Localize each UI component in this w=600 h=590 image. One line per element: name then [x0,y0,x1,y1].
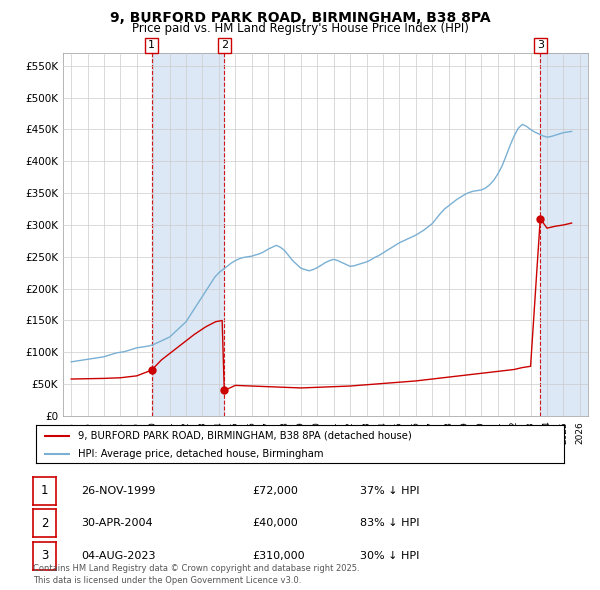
Text: 3: 3 [537,40,544,50]
Text: 26-NOV-1999: 26-NOV-1999 [81,486,155,496]
Text: 9, BURFORD PARK ROAD, BIRMINGHAM, B38 8PA: 9, BURFORD PARK ROAD, BIRMINGHAM, B38 8P… [110,11,490,25]
Text: 1: 1 [41,484,48,497]
Text: 3: 3 [41,549,48,562]
Text: HPI: Average price, detached house, Birmingham: HPI: Average price, detached house, Birm… [78,448,324,458]
Text: 83% ↓ HPI: 83% ↓ HPI [360,519,419,528]
Text: £310,000: £310,000 [252,551,305,560]
Text: 37% ↓ HPI: 37% ↓ HPI [360,486,419,496]
Text: 9, BURFORD PARK ROAD, BIRMINGHAM, B38 8PA (detached house): 9, BURFORD PARK ROAD, BIRMINGHAM, B38 8P… [78,431,412,441]
Text: Price paid vs. HM Land Registry's House Price Index (HPI): Price paid vs. HM Land Registry's House … [131,22,469,35]
Text: 2: 2 [41,517,48,530]
Bar [152,53,224,416]
Text: £40,000: £40,000 [252,519,298,528]
Bar [540,53,588,416]
Text: 2: 2 [221,40,228,50]
Text: £72,000: £72,000 [252,486,298,496]
Text: 1: 1 [148,40,155,50]
Text: 30-APR-2004: 30-APR-2004 [81,519,152,528]
Text: Contains HM Land Registry data © Crown copyright and database right 2025.
This d: Contains HM Land Registry data © Crown c… [33,565,359,585]
Text: 04-AUG-2023: 04-AUG-2023 [81,551,155,560]
Text: 30% ↓ HPI: 30% ↓ HPI [360,551,419,560]
